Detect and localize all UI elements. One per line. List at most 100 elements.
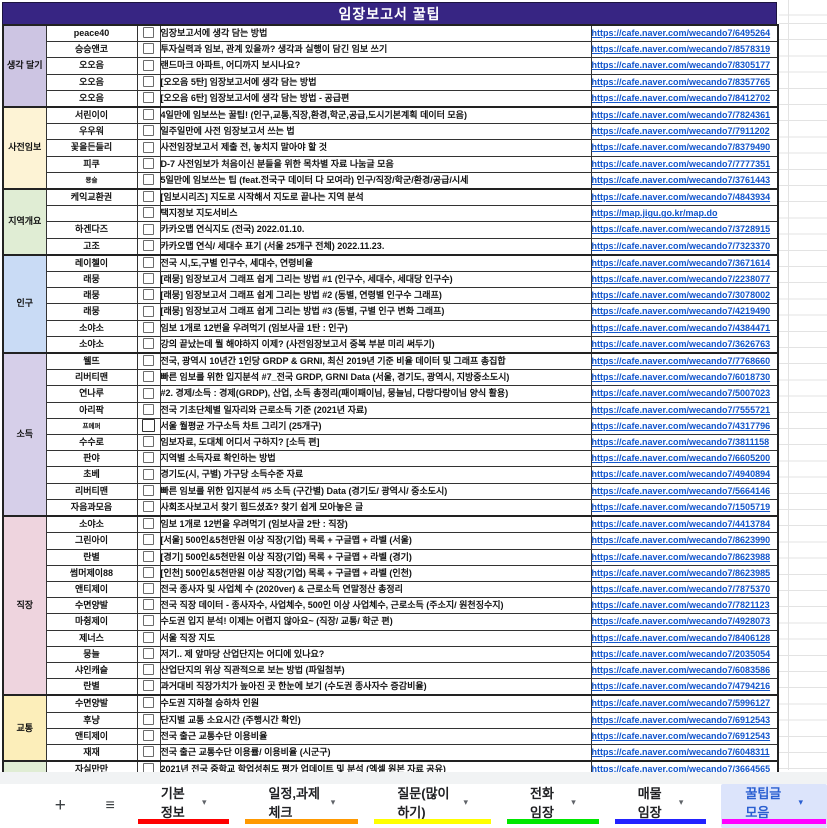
sheet-tab-3[interactable]: 질문(많이하기) ▾: [373, 784, 492, 828]
author-cell[interactable]: 수수로: [45, 434, 138, 452]
description-cell[interactable]: 전국 출근 교통수단 이용비율: [159, 727, 592, 745]
description-cell[interactable]: 전국, 광역시 10년간 1인당 GRDP & GRNI, 최신 2019년 기…: [159, 352, 592, 371]
description-cell[interactable]: 카카오맵 연식/ 세대수 표기 (서울 25개구 전체) 2022.11.23.: [159, 237, 592, 256]
checkbox[interactable]: [143, 387, 154, 399]
checkbox[interactable]: [143, 273, 154, 285]
author-cell[interactable]: 래뭉: [45, 287, 138, 305]
checkbox[interactable]: [143, 256, 154, 268]
post-link[interactable]: https://cafe.naver.com/wecando7/7824361: [591, 110, 771, 121]
author-cell[interactable]: 묭슬: [45, 171, 138, 190]
author-cell[interactable]: 후냥: [45, 711, 138, 729]
post-link[interactable]: https://cafe.naver.com/wecando7/4940894: [591, 469, 771, 480]
checkbox[interactable]: [143, 355, 154, 367]
checkbox[interactable]: [143, 664, 154, 676]
author-cell[interactable]: 연나루: [45, 385, 138, 403]
chevron-down-icon[interactable]: ▾: [330, 796, 336, 807]
checkbox[interactable]: [143, 729, 154, 741]
post-link[interactable]: https://cafe.naver.com/wecando7/5007023: [591, 388, 771, 399]
checkbox[interactable]: [143, 452, 154, 464]
description-cell[interactable]: 임보자료, 도대체 어디서 구하지? [소득 편]: [159, 434, 592, 452]
post-link[interactable]: https://cafe.naver.com/wecando7/8406128: [591, 632, 771, 643]
post-link[interactable]: https://cafe.naver.com/wecando7/6495264: [591, 28, 771, 38]
author-cell[interactable]: 초베: [45, 466, 138, 484]
author-cell[interactable]: 하겐다즈: [45, 221, 138, 239]
description-cell[interactable]: [경기] 500인&5천만원 이상 직장(기업) 목록 + 구글맵 + 라벨 (…: [159, 548, 592, 566]
post-link[interactable]: https://cafe.naver.com/wecando7/6605200: [591, 453, 771, 464]
checkbox[interactable]: [143, 566, 154, 578]
description-cell[interactable]: 사회조사보고서 찾기 힘드셨죠? 찾기 쉽게 모아놓은 글: [159, 498, 592, 517]
checkbox[interactable]: [143, 583, 154, 595]
author-cell[interactable]: 소야소: [45, 335, 138, 354]
sheet-tab-6[interactable]: 꿀팁글 모음 ▾: [721, 784, 827, 828]
description-cell[interactable]: 서울 직장 지도: [159, 629, 592, 647]
description-cell[interactable]: 5일만에 임보쓰는 팁 (feat.전국구 데이터 다 모여라) 인구/직장/학…: [159, 171, 592, 190]
post-link[interactable]: https://cafe.naver.com/wecando7/4317796: [591, 420, 771, 431]
description-cell[interactable]: 랜드마크 아파트, 어디까지 보시나요?: [159, 57, 592, 75]
author-cell[interactable]: 프메퍼: [45, 417, 138, 436]
checkbox[interactable]: [143, 223, 154, 235]
description-cell[interactable]: [오오음 6탄] 임장보고서에 생각 담는 방법 - 공급편: [159, 89, 592, 108]
checkbox[interactable]: [143, 43, 154, 55]
author-cell[interactable]: 고조: [45, 237, 138, 256]
description-cell[interactable]: 카카오맵 연식지도 (전국) 2022.01.10.: [159, 221, 592, 239]
category-cell[interactable]: 생각 달기: [2, 23, 47, 108]
checkbox[interactable]: [143, 321, 154, 333]
description-cell[interactable]: 사전임장보고서 제출 전, 놓치지 말아야 할 것: [159, 139, 592, 157]
description-cell[interactable]: 전국 기초단체별 일자리와 근로소득 기준 (2021년 자료): [159, 401, 592, 419]
add-sheet-icon[interactable]: +: [54, 795, 66, 816]
post-link[interactable]: https://cafe.naver.com/wecando7/8379490: [591, 142, 771, 153]
post-link[interactable]: https://cafe.naver.com/wecando7/7875370: [591, 583, 771, 594]
description-cell[interactable]: 임장보고서에 생각 담는 방법: [159, 24, 592, 43]
author-cell[interactable]: 마췽제이: [45, 613, 138, 631]
post-link[interactable]: https://cafe.naver.com/wecando7/1505719: [591, 501, 771, 512]
post-link[interactable]: https://cafe.naver.com/wecando7/7768660: [591, 356, 771, 367]
author-cell[interactable]: 자음과모음: [45, 498, 138, 517]
description-cell[interactable]: 임보 1개로 12번을 우려먹기 (임보사골 2탄 : 직장): [159, 515, 592, 534]
author-cell[interactable]: 웰뜨: [45, 352, 138, 371]
checkbox[interactable]: [143, 647, 154, 659]
checkbox[interactable]: [143, 468, 154, 480]
author-cell[interactable]: 승승앤코: [45, 41, 138, 59]
checkbox[interactable]: [143, 484, 154, 496]
description-cell[interactable]: 빠른 임보를 위한 입지분석 #5 소득 (구간별) Data (경기도/ 광역…: [159, 482, 592, 500]
description-cell[interactable]: 4일만에 임보쓰는 꿀팁! (인구,교통,직장,환경,학군,공급,도시기본계획 …: [159, 106, 592, 125]
post-link[interactable]: https://cafe.naver.com/wecando7/2035054: [591, 648, 771, 659]
author-cell[interactable]: 레이첼이: [45, 253, 138, 273]
description-cell[interactable]: [래뭉] 임장보고서 그래프 쉽게 그리는 방법 #2 (동별, 연령별 인구수…: [159, 287, 592, 305]
post-link[interactable]: https://cafe.naver.com/wecando7/5996127: [591, 698, 771, 709]
author-cell[interactable]: [45, 205, 138, 223]
author-cell[interactable]: 란별: [45, 548, 138, 566]
checkbox[interactable]: [143, 599, 154, 611]
checkbox[interactable]: [143, 501, 154, 513]
post-link[interactable]: https://cafe.naver.com/wecando7/3761443: [591, 174, 771, 185]
checkbox[interactable]: [143, 305, 154, 317]
checkbox[interactable]: [143, 91, 154, 103]
description-cell[interactable]: 전국 시,도,구별 인구수, 세대수, 연령비율: [159, 253, 592, 273]
author-cell[interactable]: 리버티맨: [45, 369, 138, 387]
post-link[interactable]: https://cafe.naver.com/wecando7/3664565: [591, 764, 771, 775]
description-cell[interactable]: [임보시리즈] 지도로 시작해서 지도로 끝나는 지역 분석: [159, 188, 592, 207]
checkbox[interactable]: [143, 75, 154, 87]
post-link[interactable]: https://cafe.naver.com/wecando7/6018730: [591, 372, 771, 383]
post-link[interactable]: https://cafe.naver.com/wecando7/8623990: [591, 535, 771, 546]
post-link[interactable]: https://cafe.naver.com/wecando7/8412702: [591, 92, 771, 103]
description-cell[interactable]: 산업단지의 위상 직관적으로 보는 방법 (파일첨부): [159, 661, 592, 680]
author-cell[interactable]: 그린아이: [45, 532, 138, 550]
author-cell[interactable]: 꽃을든들리: [45, 139, 138, 157]
checkbox[interactable]: [143, 403, 154, 415]
checkbox[interactable]: [143, 125, 154, 137]
author-cell[interactable]: 래뭉: [45, 271, 138, 289]
category-cell[interactable]: 교통: [2, 694, 47, 762]
description-cell[interactable]: 수도권 입지 분석! 이제는 어렵지 않아요~ (직장/ 교통/ 학군 편): [159, 613, 592, 631]
post-link[interactable]: https://map.jigu.go.kr/map.do: [591, 208, 718, 219]
author-cell[interactable]: 우우워: [45, 123, 138, 141]
description-cell[interactable]: [래뭉] 임장보고서 그래프 쉽게 그리는 방법 #1 (인구수, 세대수, 세…: [159, 271, 592, 289]
post-link[interactable]: https://cafe.naver.com/wecando7/8623988: [591, 551, 771, 562]
checkbox[interactable]: [143, 207, 154, 219]
category-cell[interactable]: 소득: [2, 352, 47, 517]
post-link[interactable]: https://cafe.naver.com/wecando7/2238077: [591, 274, 771, 285]
description-cell[interactable]: 수도권 지하철 승하차 인원: [159, 694, 592, 713]
post-link[interactable]: https://cafe.naver.com/wecando7/3728915: [591, 224, 771, 235]
post-link[interactable]: https://cafe.naver.com/wecando7/8623985: [591, 567, 771, 578]
checkbox[interactable]: [143, 337, 154, 349]
